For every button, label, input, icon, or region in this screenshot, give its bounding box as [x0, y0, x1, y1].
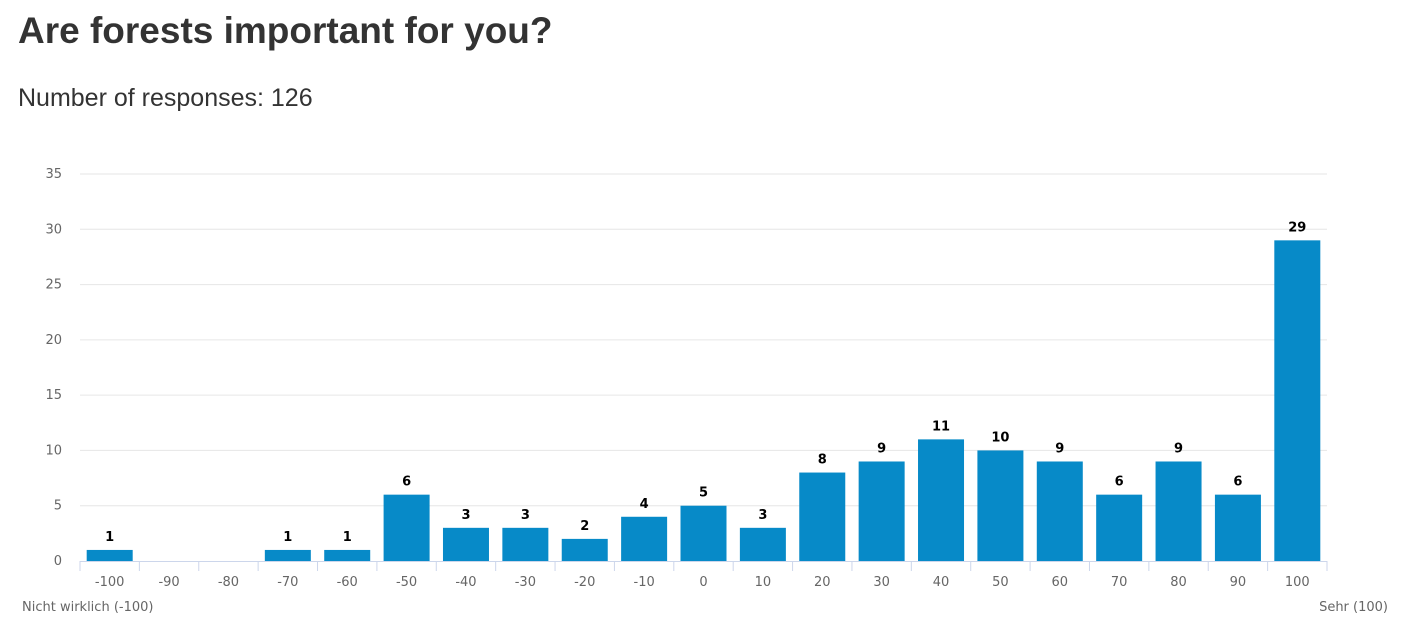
bar [1036, 461, 1083, 561]
x-tick-label: -60 [337, 575, 358, 590]
x-tick-label: 40 [933, 575, 950, 590]
data-label: 1 [105, 530, 114, 545]
data-label: 8 [818, 453, 827, 468]
x-tick-label: -80 [218, 575, 239, 590]
x-tick-label: -50 [396, 575, 417, 590]
data-label: 6 [1233, 475, 1242, 490]
bar [799, 472, 846, 561]
bar [324, 549, 371, 561]
x-tick-label: 30 [873, 575, 890, 590]
x-min-label: Nicht wirklich (-100) [22, 600, 153, 615]
x-tick-label: 60 [1052, 575, 1069, 590]
bar [1274, 240, 1321, 562]
data-label: 2 [580, 519, 589, 534]
data-label: 3 [461, 508, 470, 523]
x-tick-label: -30 [515, 575, 536, 590]
bar [858, 461, 905, 561]
bar [621, 516, 668, 561]
bar [1155, 461, 1202, 561]
bar [502, 527, 549, 561]
y-tick-label: 30 [45, 222, 62, 237]
bar [86, 549, 133, 561]
bar [977, 450, 1024, 561]
x-tick-label: 70 [1111, 575, 1128, 590]
data-label: 4 [640, 497, 649, 512]
y-tick-label: 20 [45, 333, 62, 348]
bar [739, 527, 786, 561]
y-tick-label: 5 [54, 499, 62, 514]
bar [442, 527, 489, 561]
chart-title: Are forests important for you? [18, 10, 553, 51]
x-tick-label: -20 [574, 575, 595, 590]
x-tick-label: -90 [158, 575, 179, 590]
y-tick-label: 25 [45, 278, 62, 293]
data-label: 6 [1115, 475, 1124, 490]
data-label: 10 [991, 430, 1009, 445]
bar [680, 505, 727, 561]
x-tick-label: -10 [634, 575, 655, 590]
data-label: 5 [699, 486, 708, 501]
y-tick-label: 35 [45, 167, 62, 182]
x-tick-label: 80 [1170, 575, 1187, 590]
x-tick-label: 100 [1285, 575, 1310, 590]
x-tick-label: 50 [992, 575, 1009, 590]
bar [1214, 494, 1261, 561]
data-label: 1 [343, 530, 352, 545]
y-tick-label: 0 [54, 554, 62, 569]
data-label: 9 [877, 441, 886, 456]
x-tick-label: 20 [814, 575, 831, 590]
data-label: 3 [521, 508, 530, 523]
bar [918, 439, 965, 561]
x-tick-label: -40 [455, 575, 476, 590]
data-label: 6 [402, 475, 411, 490]
x-tick-label: 0 [699, 575, 707, 590]
bar [383, 494, 430, 561]
bar [1096, 494, 1143, 561]
y-tick-label: 10 [45, 443, 62, 458]
x-tick-label: -100 [95, 575, 125, 590]
data-label: 3 [758, 508, 767, 523]
response-count: Number of responses: 126 [18, 84, 313, 112]
data-label: 29 [1288, 220, 1306, 235]
x-tick-label: 10 [755, 575, 772, 590]
data-label: 1 [283, 530, 292, 545]
x-max-label: Sehr (100) [1319, 600, 1388, 615]
data-label: 9 [1174, 441, 1183, 456]
bar [561, 538, 608, 561]
x-tick-label: 90 [1230, 575, 1247, 590]
data-label: 11 [932, 419, 950, 434]
x-tick-label: -70 [277, 575, 298, 590]
y-tick-label: 15 [45, 388, 62, 403]
bar [264, 549, 311, 561]
data-label: 9 [1055, 441, 1064, 456]
